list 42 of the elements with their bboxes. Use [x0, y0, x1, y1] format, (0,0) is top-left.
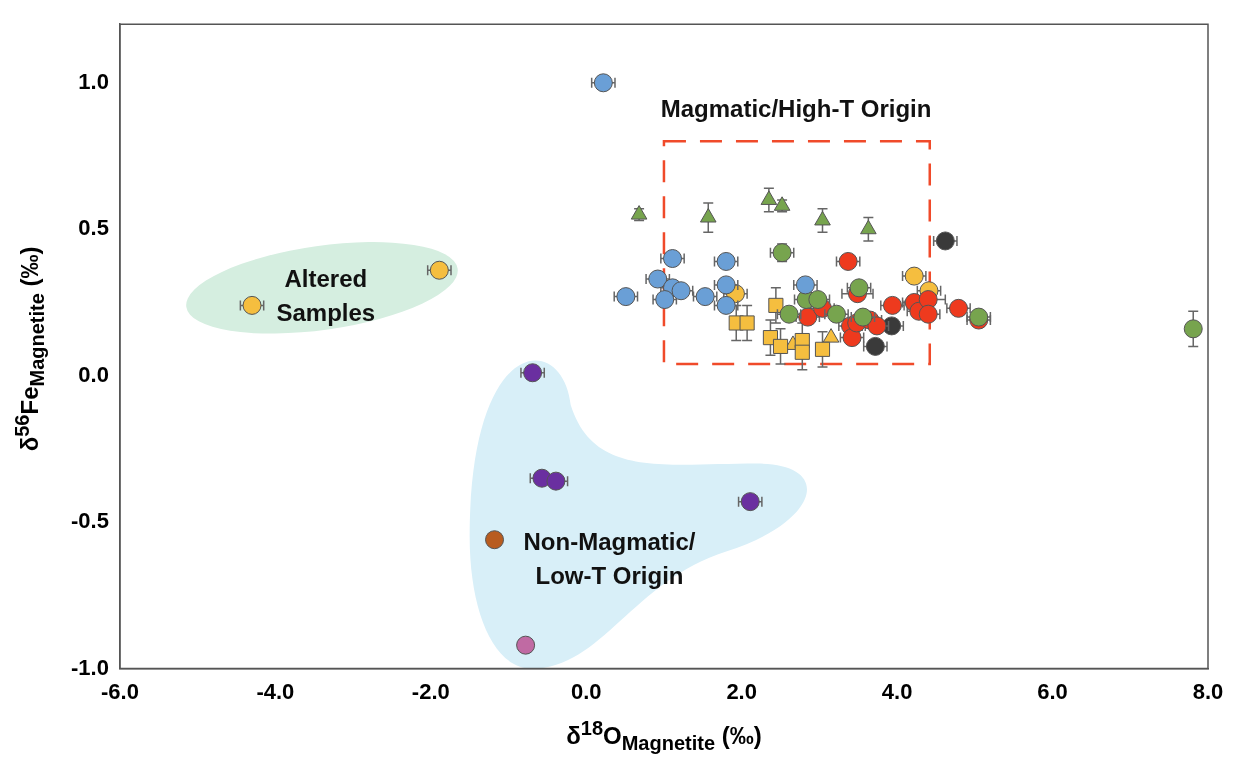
point [842, 328, 862, 348]
point [918, 304, 938, 324]
point [485, 530, 505, 550]
point [546, 471, 566, 491]
x-tick-label: -4.0 [256, 678, 295, 704]
point [814, 341, 831, 357]
x-tick-label: 4.0 [881, 678, 913, 704]
x-axis-title: δ$^{18}$O$_{Magnetite}$ (‰) [565, 717, 763, 755]
point [865, 336, 885, 356]
point [779, 304, 799, 324]
x-tick-label: 0.0 [570, 678, 602, 704]
point [716, 295, 736, 315]
point [740, 492, 760, 512]
point [853, 307, 873, 327]
point [699, 208, 717, 223]
x-tick-label: -2.0 [411, 678, 450, 704]
x-tick-label: 2.0 [726, 678, 757, 704]
x-tick-label: -6.0 [100, 678, 139, 704]
point [935, 231, 955, 251]
annotation: Altered Samples [276, 264, 376, 326]
point [242, 295, 262, 315]
point [648, 269, 668, 289]
x-tick-label: 6.0 [1037, 678, 1068, 704]
point [794, 344, 810, 360]
y-tick-label: -1.0 [70, 654, 109, 680]
annotation: Non-Magmatic/Low-T Origin [523, 528, 696, 590]
annotation: Magmatic/High-T Origin [660, 94, 932, 122]
point [739, 315, 755, 331]
point [616, 287, 636, 307]
point [516, 635, 536, 655]
y-tick-label: 1.0 [78, 68, 109, 94]
point [663, 249, 682, 269]
y-tick-label: 0.0 [78, 361, 109, 387]
point [827, 304, 846, 324]
point [1183, 319, 1203, 339]
y-tick-label: 0.5 [78, 215, 109, 241]
x-tick-label: 8.0 [1192, 678, 1224, 704]
point [849, 278, 869, 298]
point [768, 297, 784, 313]
y-tick-label: -0.5 [70, 508, 109, 534]
point [867, 316, 887, 336]
point [772, 338, 789, 354]
